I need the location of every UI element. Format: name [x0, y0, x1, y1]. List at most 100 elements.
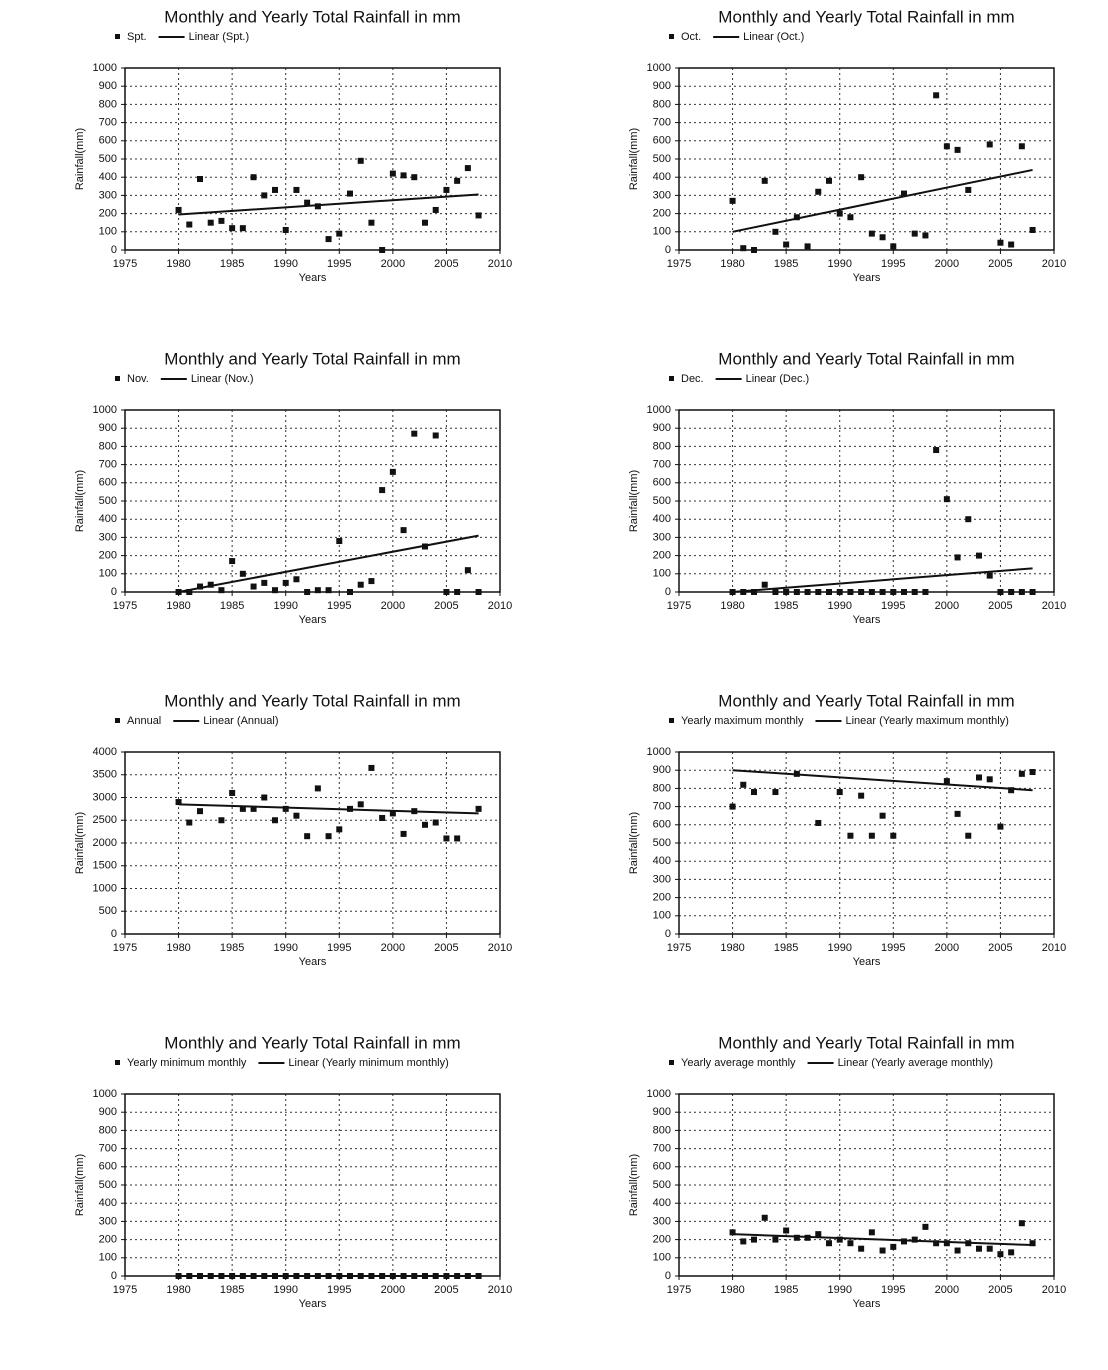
x-axis-label: Years [299, 1298, 327, 1310]
y-tick-label: 400 [99, 513, 117, 525]
point [922, 232, 929, 239]
legend-marker [115, 718, 120, 723]
legend-label: Dec. [681, 373, 704, 385]
y-tick-label: 200 [99, 1234, 117, 1246]
point [261, 794, 268, 801]
legend-label: Linear (Yearly minimum monthly) [288, 1057, 448, 1069]
point [186, 221, 193, 228]
y-tick-label: 300 [653, 189, 671, 201]
x-tick-label: 2010 [488, 942, 512, 954]
point [783, 1227, 790, 1234]
y-tick-label: 100 [99, 1252, 117, 1264]
x-tick-label: 1980 [720, 942, 744, 954]
point [804, 589, 811, 595]
point [751, 589, 757, 595]
point [293, 576, 300, 583]
x-tick-label: 2005 [988, 942, 1012, 954]
x-tick-label: 1985 [774, 258, 798, 270]
legend-marker [669, 34, 674, 39]
point [175, 206, 182, 213]
x-tick-label: 1995 [881, 942, 905, 954]
x-tick-label: 2000 [381, 258, 405, 270]
x-tick-label: 1980 [720, 600, 744, 612]
point [858, 589, 865, 595]
x-tick-label: 1975 [113, 600, 137, 612]
point [357, 581, 364, 588]
y-tick-label: 100 [653, 226, 671, 238]
point [933, 447, 940, 454]
point [965, 832, 972, 839]
y-tick-label: 900 [653, 80, 671, 92]
x-tick-label: 1985 [774, 600, 798, 612]
y-tick-label: 200 [653, 208, 671, 220]
point [868, 230, 875, 237]
x-tick-label: 1995 [327, 942, 351, 954]
chart-title: Monthly and Yearly Total Rainfall in mm [164, 691, 460, 710]
point [368, 764, 375, 771]
point [250, 583, 257, 590]
y-axis-label: Rainfall(mm) [74, 470, 86, 532]
point [389, 468, 396, 475]
point [389, 170, 396, 177]
point [218, 587, 225, 594]
point [443, 835, 450, 842]
point [858, 1245, 865, 1252]
y-tick-label: 700 [99, 459, 117, 471]
trend-line [178, 803, 479, 815]
point [261, 192, 268, 199]
point [1029, 226, 1036, 233]
point [475, 805, 482, 812]
x-tick-label: 2005 [434, 600, 458, 612]
point [304, 833, 311, 840]
y-tick-label: 0 [111, 928, 117, 940]
x-tick-label: 1975 [667, 258, 691, 270]
point [293, 186, 300, 193]
y-tick-label: 0 [111, 586, 117, 598]
point [954, 146, 961, 153]
chart-title: Monthly and Yearly Total Rainfall in mm [164, 7, 460, 26]
y-tick-label: 100 [653, 568, 671, 580]
x-axis-label: Years [853, 956, 881, 968]
point [826, 589, 832, 595]
chart: Monthly and Yearly Total Rainfall in mm Y… [628, 691, 1066, 967]
point [772, 1236, 779, 1243]
y-tick-label: 0 [111, 1270, 117, 1282]
y-tick-label: 3000 [93, 791, 117, 803]
point [1018, 770, 1025, 777]
point [729, 803, 736, 810]
point [868, 832, 875, 839]
point [218, 217, 225, 224]
chart: Monthly and Yearly Total Rainfall in mmA… [74, 691, 512, 967]
point [229, 225, 236, 232]
legend-label: Linear (Yearly average monthly) [838, 1057, 994, 1069]
point [475, 589, 482, 595]
y-tick-label: 500 [99, 905, 117, 917]
point [336, 538, 343, 545]
point [976, 552, 982, 559]
point [858, 792, 865, 799]
x-tick-label: 1985 [774, 942, 798, 954]
x-tick-label: 2000 [935, 258, 959, 270]
x-axis-label: Years [299, 956, 327, 968]
point [901, 190, 907, 197]
point [922, 1223, 929, 1230]
point [740, 1238, 747, 1245]
chart-title: Monthly and Yearly Total Rainfall in mm [164, 1033, 460, 1052]
point [868, 589, 875, 595]
legend-marker [669, 376, 674, 381]
point [186, 819, 193, 826]
y-tick-label: 300 [99, 1215, 117, 1227]
y-tick-label: 0 [665, 244, 671, 256]
point [347, 190, 353, 197]
y-tick-label: 300 [99, 531, 117, 543]
point [454, 835, 461, 842]
legend-marker [115, 1060, 120, 1065]
legend-marker [669, 1060, 674, 1065]
x-tick-label: 1980 [166, 600, 190, 612]
point [997, 1251, 1004, 1258]
point [868, 1229, 875, 1236]
point [751, 247, 757, 253]
x-tick-label: 1985 [220, 942, 244, 954]
legend-marker [115, 34, 120, 39]
point [772, 789, 779, 796]
